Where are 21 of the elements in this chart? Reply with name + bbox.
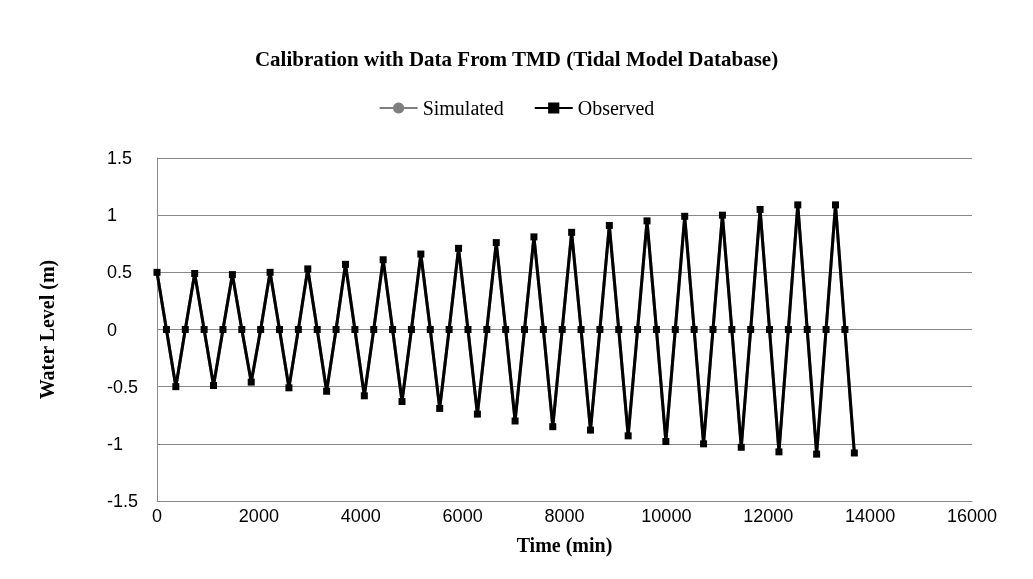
x-tick-label: 16000 [946, 506, 998, 526]
x-tick-label: 10000 [641, 506, 692, 526]
y-tick-label: -1 [107, 433, 124, 454]
y-tick-label: 0.5 [107, 262, 133, 283]
y-tick-label: 1 [107, 205, 118, 226]
chart-title: Calibration with Data From TMD (Tidal Model Database) [254, 46, 779, 71]
legend-label: Simulated [422, 97, 504, 119]
x-axis-title: Time (min) [516, 534, 613, 557]
x-tick-label: 2000 [238, 506, 279, 526]
x-tick-label: 14000 [845, 506, 896, 526]
y-tick-label: -0.5 [107, 376, 139, 397]
x-tick-label: 4000 [340, 506, 381, 526]
y-tick-label: -1.5 [107, 491, 139, 511]
x-tick-label: 8000 [544, 506, 585, 526]
x-tick-label: 6000 [442, 506, 483, 526]
y-tick-label: 1.5 [107, 148, 133, 168]
y-tick-label: 0 [107, 319, 118, 340]
x-tick-label: 0 [151, 506, 163, 526]
y-axis-title: Water Level (m) [36, 259, 59, 400]
x-tick-label: 12000 [743, 506, 794, 526]
legend-label: Observed [577, 97, 655, 119]
